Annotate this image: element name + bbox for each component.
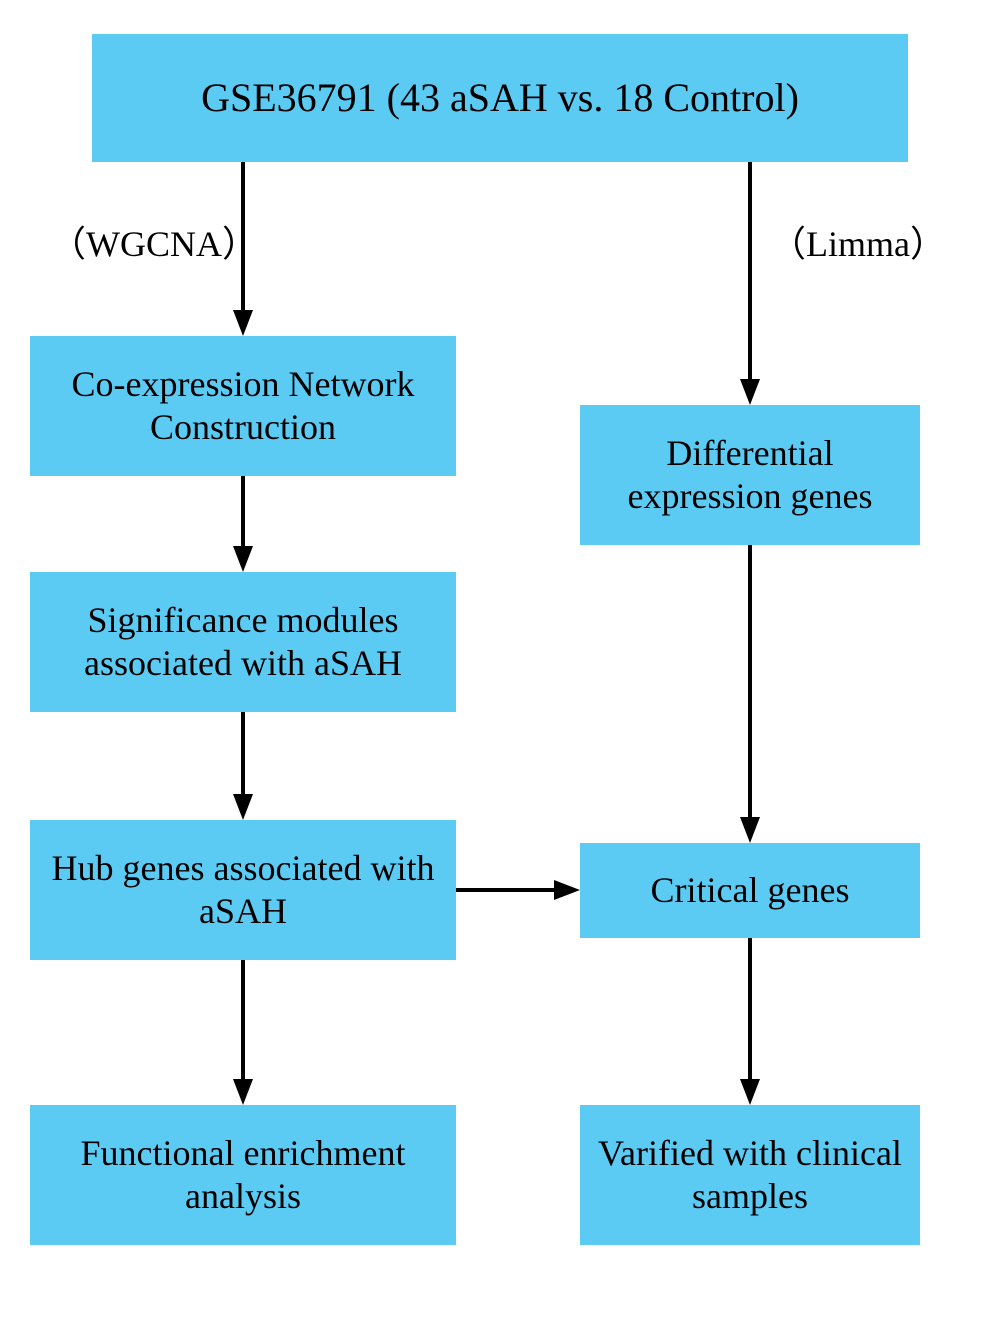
label-limma: （Limma） — [770, 215, 946, 267]
node-func: Functional enrichment analysis — [30, 1105, 456, 1245]
node-top-label: GSE36791 (43 aSAH vs. 18 Control) — [201, 74, 799, 122]
edge-hub-to-func — [233, 960, 253, 1105]
edge-deg-to-crit — [740, 545, 760, 843]
flowchart-canvas: GSE36791 (43 aSAH vs. 18 Control) Co-expr… — [0, 0, 997, 1321]
node-crit-label: Critical genes — [651, 869, 850, 912]
node-top: GSE36791 (43 aSAH vs. 18 Control) — [92, 34, 908, 162]
node-hub-label: Hub genes associated with aSAH — [40, 847, 446, 933]
node-deg-label: Differential expression genes — [590, 432, 910, 518]
edge-crit-to-varif — [740, 938, 760, 1105]
node-coexp: Co-expression Network Construction — [30, 336, 456, 476]
node-sigmod-label: Significance modules associated with aSA… — [40, 599, 446, 685]
node-varif-label: Varified with clinical samples — [590, 1132, 910, 1218]
edge-hub-to-crit — [456, 880, 580, 900]
node-coexp-label: Co-expression Network Construction — [40, 363, 446, 449]
node-crit: Critical genes — [580, 843, 920, 938]
label-wgcna: （WGCNA） — [50, 215, 258, 267]
edge-coexp-to-sigmod — [233, 476, 253, 572]
edge-top-to-deg — [740, 162, 760, 405]
node-deg: Differential expression genes — [580, 405, 920, 545]
node-varif: Varified with clinical samples — [580, 1105, 920, 1245]
node-func-label: Functional enrichment analysis — [40, 1132, 446, 1218]
node-sigmod: Significance modules associated with aSA… — [30, 572, 456, 712]
node-hub: Hub genes associated with aSAH — [30, 820, 456, 960]
edge-sigmod-to-hub — [233, 712, 253, 820]
